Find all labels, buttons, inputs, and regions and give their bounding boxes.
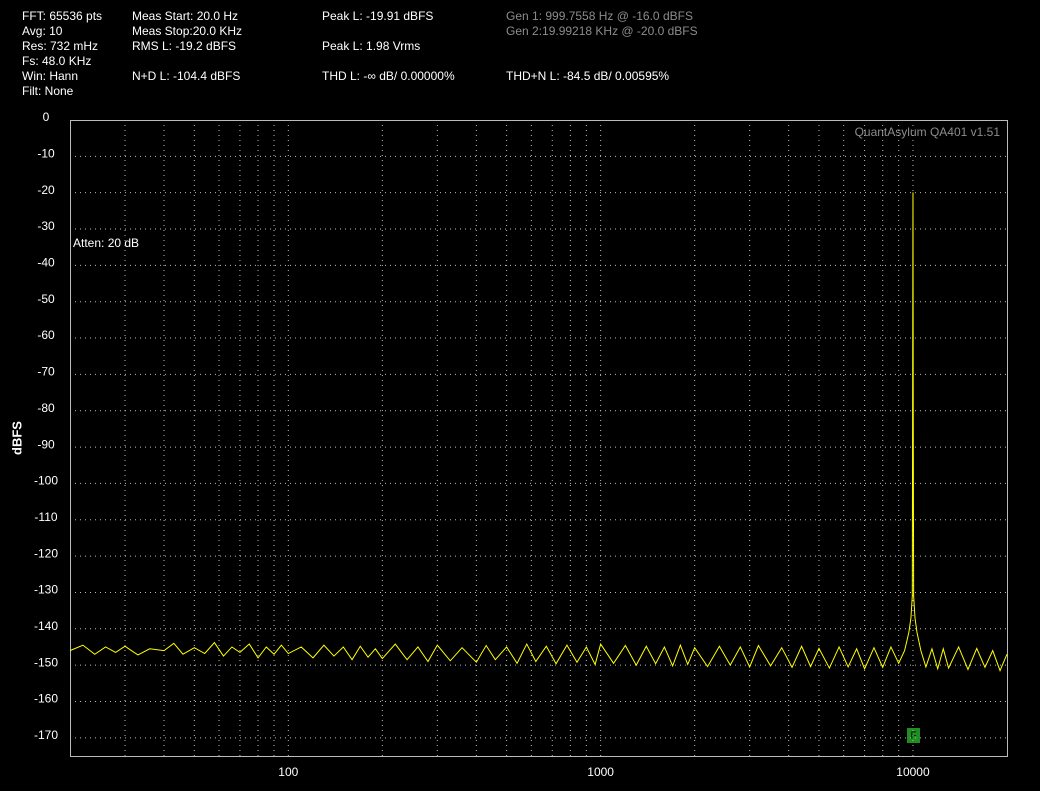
readout: Res: 732 mHz	[22, 39, 98, 53]
readout: THD+N L: -84.5 dB/ 0.00595%	[506, 69, 669, 83]
y-tick-label: -110	[34, 510, 57, 524]
y-tick-label: -90	[37, 437, 55, 451]
annotation: Atten: 20 dB	[73, 236, 139, 250]
plot-frame	[70, 120, 1008, 757]
y-tick-label: -100	[34, 474, 58, 488]
readout: FFT: 65536 pts	[22, 9, 102, 23]
y-tick-label: -120	[34, 546, 58, 560]
y-tick-label: -140	[34, 619, 58, 633]
y-tick-label: 0	[43, 110, 50, 124]
y-tick-label: -130	[34, 583, 58, 597]
marker-label: F	[910, 731, 916, 742]
marker-box	[907, 728, 920, 743]
x-tick-label: 10000	[896, 765, 930, 779]
y-axis-label: dBFS	[9, 421, 24, 455]
readout: Win: Hann	[22, 69, 78, 83]
readout: Gen 2:19.99218 KHz @ -20.0 dBFS	[506, 24, 698, 38]
y-tick-label: -70	[37, 365, 55, 379]
y-tick-label: -160	[34, 692, 58, 706]
readout: THD L: -∞ dB/ 0.00000%	[322, 69, 455, 83]
y-tick-label: -80	[37, 401, 55, 415]
y-tick-label: -170	[34, 728, 58, 742]
spectrum-line	[69, 192, 1008, 672]
readout: Peak L: 1.98 Vrms	[322, 39, 420, 53]
y-tick-label: -30	[37, 219, 55, 233]
readout: Gen 1: 999.7558 Hz @ -16.0 dBFS	[506, 9, 693, 23]
readout: Avg: 10	[22, 24, 63, 38]
y-tick-label: -20	[37, 183, 55, 197]
readout: RMS L: -19.2 dBFS	[132, 39, 236, 53]
y-tick-label: -60	[37, 328, 55, 342]
x-tick-label: 100	[278, 765, 298, 779]
y-tick-label: -50	[37, 292, 55, 306]
y-tick-label: -40	[37, 256, 55, 270]
readout: Meas Start: 20.0 Hz	[132, 9, 238, 23]
x-tick-label: 1000	[587, 765, 614, 779]
y-tick-label: -10	[37, 147, 55, 161]
readout: Peak L: -19.91 dBFS	[322, 9, 433, 23]
readout: Filt: None	[22, 84, 74, 98]
y-tick-label: -150	[34, 655, 58, 669]
readout: N+D L: -104.4 dBFS	[132, 69, 240, 83]
readout: Fs: 48.0 KHz	[22, 54, 91, 68]
watermark: QuantAsylum QA401 v1.51	[855, 125, 1001, 139]
readout: Meas Stop:20.0 KHz	[132, 24, 242, 38]
